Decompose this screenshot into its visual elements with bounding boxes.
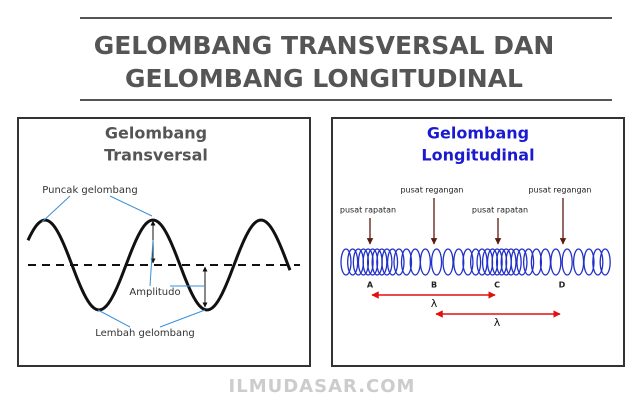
pointers: [366, 198, 567, 245]
panel-title: Transversal: [104, 146, 208, 165]
title: GELOMBANG LONGITUDINAL: [125, 64, 523, 93]
coil-loop: [462, 248, 474, 276]
coil-loop: [592, 248, 604, 276]
label: pusat rapatan: [340, 206, 396, 215]
wavelength-label: λ: [494, 316, 501, 329]
point-label: A: [367, 281, 374, 290]
panel: [331, 117, 625, 367]
point-label: C: [494, 281, 500, 290]
panel-title: Gelombang: [427, 124, 529, 143]
leaders: [41, 195, 206, 328]
coil-loop: [505, 248, 517, 276]
wavelength-label: λ: [431, 297, 438, 310]
label: Puncak gelombang: [42, 185, 137, 196]
point-label: B: [431, 281, 437, 290]
coil-loop: [400, 248, 413, 276]
spring: [340, 248, 611, 276]
coil-loop: [419, 248, 432, 276]
coil-loop: [530, 248, 543, 276]
coil-loop: [393, 248, 405, 276]
coil-loop: [442, 248, 454, 276]
coil-loop: [516, 248, 528, 276]
coil-loop: [495, 248, 508, 276]
coil-loop: [469, 248, 482, 276]
coil-loop: [550, 248, 562, 276]
label: pusat regangan: [528, 186, 591, 195]
footer: ILMUDASAR.COM: [229, 376, 416, 397]
coil-loop: [376, 248, 388, 276]
title: GELOMBANG TRANSVERSAL DAN: [94, 31, 555, 60]
coil-loop: [347, 248, 359, 276]
coil-loop: [430, 248, 443, 276]
panel-title: Longitudinal: [421, 146, 534, 165]
label: pusat regangan: [400, 186, 463, 195]
panel: [17, 117, 311, 367]
coil-loop: [522, 248, 535, 276]
coil-loop: [510, 248, 522, 276]
wave: [26, 218, 292, 312]
label: Lembah gelombang: [95, 328, 195, 339]
coil-loop: [453, 248, 465, 276]
label: pusat rapatan: [472, 206, 528, 215]
coil-loop: [386, 248, 399, 276]
coil-loop: [486, 248, 499, 276]
coil-loop: [599, 248, 611, 276]
coil-loop: [381, 248, 393, 276]
coil-loop: [561, 248, 573, 276]
coil-loop: [357, 248, 370, 276]
coil-loop: [583, 248, 595, 276]
panel-title: Gelombang: [105, 124, 207, 143]
label: Amplitudo: [129, 287, 180, 298]
coil-loop: [491, 248, 503, 276]
point-label: D: [559, 281, 566, 290]
coil-loop: [340, 248, 352, 276]
coil-loop: [362, 248, 374, 276]
coil-loop: [366, 248, 379, 276]
